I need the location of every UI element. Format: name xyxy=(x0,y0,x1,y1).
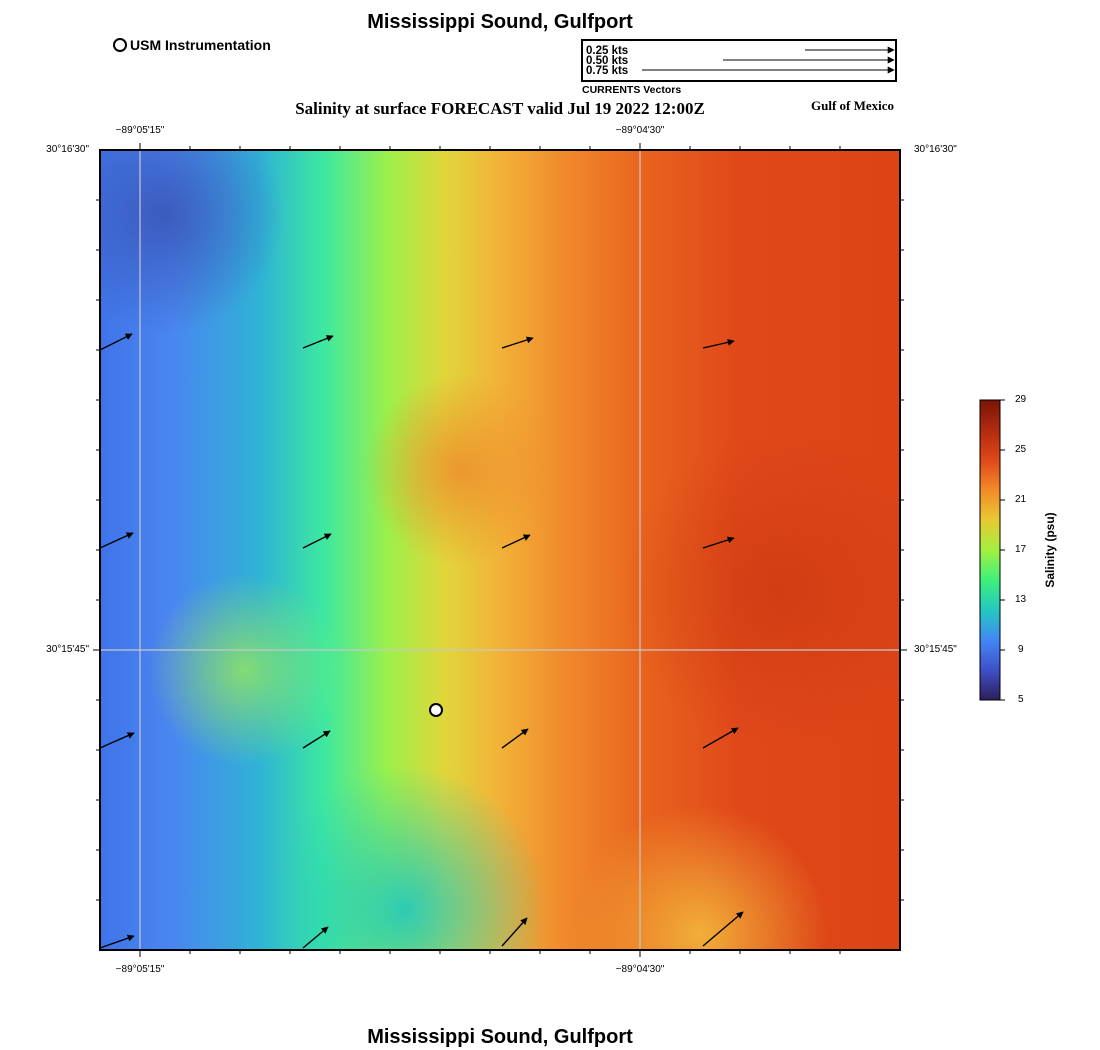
current-vector xyxy=(501,917,528,947)
x-tick-label-bottom-1: −89°05'15" xyxy=(115,964,165,975)
current-vector xyxy=(99,732,135,749)
instrument-legend: USM Instrumentation xyxy=(113,37,271,53)
map-title-bottom: Mississippi Sound, Gulfport xyxy=(367,1026,633,1048)
current-vector xyxy=(99,532,134,549)
salinity-colorbar xyxy=(979,399,1005,701)
current-vector xyxy=(99,333,133,351)
colorbar-tick-25: 25 xyxy=(1015,444,1027,455)
y-tick-label-right-1: 30°16'30" xyxy=(914,144,957,155)
vector-legend-title: CURRENTS Vectors xyxy=(582,84,682,96)
salinity-field xyxy=(100,150,900,950)
instrument-legend-label: USM Instrumentation xyxy=(130,37,271,53)
current-vector xyxy=(702,727,739,749)
colorbar-tick-5: 5 xyxy=(1018,694,1024,705)
vector-legend-arrows xyxy=(642,46,895,74)
map-ticks xyxy=(93,143,907,957)
y-tick-label-left-2: 30°15'45" xyxy=(46,644,89,655)
current-vector xyxy=(501,336,534,349)
region-label: Gulf of Mexico xyxy=(811,98,895,113)
current-vector xyxy=(501,534,531,549)
current-vector xyxy=(302,730,331,749)
colorbar-title: Salinity (psu) xyxy=(1043,512,1057,588)
current-vector xyxy=(501,728,529,749)
current-vector xyxy=(302,533,332,549)
vector-legend-label-3: 0.75 kts xyxy=(586,65,629,77)
current-vector xyxy=(702,536,735,549)
usm-station-marker[interactable] xyxy=(429,703,443,717)
map-subtitle: Salinity at surface FORECAST valid Jul 1… xyxy=(295,99,705,118)
x-tick-label-bottom-2: −89°04'30" xyxy=(615,964,665,975)
current-vector xyxy=(302,335,334,349)
current-vectors xyxy=(99,333,744,949)
x-tick-label-top-2: −89°04'30" xyxy=(615,125,665,136)
colorbar-tick-17: 17 xyxy=(1015,544,1027,555)
vector-legend-label-2: 0.50 kts xyxy=(586,55,629,67)
colorbar-tick-9: 9 xyxy=(1018,644,1024,655)
colorbar-tick-13: 13 xyxy=(1015,594,1027,605)
vector-legend-label-1: 0.25 kts xyxy=(586,45,629,57)
colorbar-tick-29: 29 xyxy=(1015,394,1027,405)
current-vector xyxy=(302,926,329,949)
y-tick-label-left-1: 30°16'30" xyxy=(46,144,89,155)
map-gridlines xyxy=(100,150,900,950)
current-vector xyxy=(99,934,135,949)
x-tick-label-top-1: −89°05'15" xyxy=(115,125,165,136)
current-vector xyxy=(702,911,744,947)
station-circle-icon xyxy=(113,38,127,52)
map-title: Mississippi Sound, Gulfport xyxy=(367,11,633,33)
y-tick-label-right-2: 30°15'45" xyxy=(914,644,957,655)
current-vector xyxy=(702,338,735,349)
colorbar-tick-21: 21 xyxy=(1015,494,1027,505)
vector-legend-box: 0.25 kts 0.50 kts 0.75 kts xyxy=(581,39,897,82)
